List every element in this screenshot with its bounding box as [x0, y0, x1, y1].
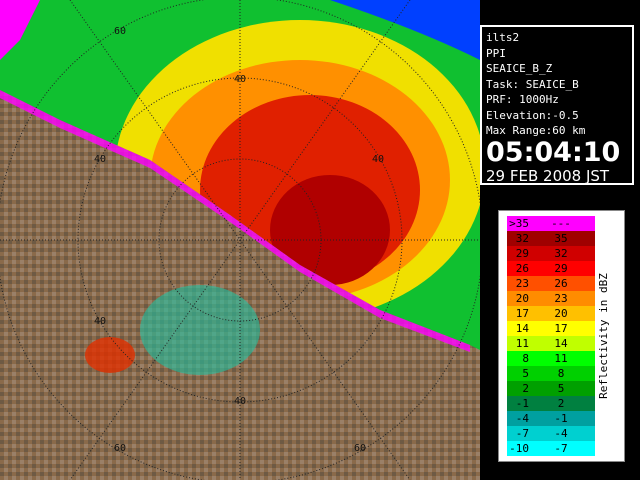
- info-line: Elevation:-0.5: [486, 108, 579, 122]
- legend-low: 8: [522, 352, 529, 365]
- range-label: 40: [372, 154, 384, 165]
- info-line: SEAICE_B_Z: [486, 62, 553, 75]
- legend-low: -7: [516, 427, 529, 440]
- coast-echo: [0, 90, 470, 352]
- legend-low: >35: [509, 217, 529, 230]
- legend-swatch: [507, 276, 595, 291]
- legend-low: -10: [509, 442, 529, 455]
- time: 05:04:10: [486, 136, 621, 168]
- legend-swatch: [507, 441, 595, 456]
- range-label: 60: [114, 443, 126, 454]
- land-echo: [85, 337, 135, 373]
- legend-low: -4: [516, 412, 530, 425]
- legend-high: -1: [554, 412, 567, 425]
- legend-high: 23: [554, 292, 567, 305]
- info-panel: ilts2 PPI SEAICE_B_Z Task: SEAICE_B PRF: 100…: [480, 25, 634, 185]
- legend-high: 35: [554, 232, 567, 245]
- radial: [69, 0, 411, 480]
- legend-high: 29: [554, 262, 567, 275]
- range-label: 60: [354, 443, 366, 454]
- legend-high: 2: [558, 397, 565, 410]
- info-line: PPI: [486, 46, 506, 60]
- legend-graphic: Reflectivity in dBZ >35 --- 32 35 29 32 26 29 23…: [507, 216, 610, 456]
- range-label: 40: [94, 154, 106, 165]
- legend-low: 20: [516, 292, 529, 305]
- echo-core: [270, 175, 390, 285]
- info-line: PRF: 1000Hz: [486, 93, 559, 106]
- legend-swatch: [507, 261, 595, 276]
- outer-echo: [330, 0, 480, 60]
- info-line: Task: SEAICE_B: [486, 77, 579, 91]
- legend-swatch: [507, 426, 595, 441]
- legend-high: ---: [551, 217, 571, 230]
- legend-high: -7: [554, 442, 567, 455]
- legend-high: 20: [554, 307, 567, 320]
- legend-low: 5: [522, 367, 529, 380]
- range-rings: [0, 0, 480, 480]
- legend-low: 14: [516, 322, 530, 335]
- legend-low: 11: [516, 337, 529, 350]
- range-label: 40: [94, 316, 106, 327]
- range-label: 40: [234, 396, 246, 407]
- legend-high: 11: [554, 352, 567, 365]
- legend-swatch: [507, 216, 595, 231]
- legend-swatch: [507, 336, 595, 351]
- legend-high: 5: [558, 382, 565, 395]
- legend-swatch: [507, 396, 595, 411]
- info-line: Max Range:60 km: [486, 124, 586, 137]
- legend-low: 32: [516, 232, 529, 245]
- legend-low: 23: [516, 277, 529, 290]
- legend-low: 26: [516, 262, 529, 275]
- legend-swatch: [507, 291, 595, 306]
- range-label: 40: [234, 74, 246, 85]
- legend-swatch: [507, 246, 595, 261]
- date: 29 FEB 2008 JST: [486, 166, 610, 185]
- legend-swatch: [507, 381, 595, 396]
- legend-swatch: [507, 231, 595, 246]
- legend-high: 26: [554, 277, 567, 290]
- legend-swatch: [507, 351, 595, 366]
- legend-high: 32: [554, 247, 567, 260]
- range-label: 60: [114, 26, 126, 37]
- legend-swatch: [507, 366, 595, 381]
- info-line: ilts2: [486, 31, 520, 44]
- legend-swatch: [507, 411, 595, 426]
- legend-high: 14: [554, 337, 568, 350]
- legend-swatch: [507, 306, 595, 321]
- land-echo: [140, 285, 260, 375]
- legend: Reflectivity in dBZ >35 --- 32 35 29 32 26 29 23…: [498, 210, 625, 462]
- legend-high: 17: [554, 322, 567, 335]
- legend-low: 2: [522, 382, 529, 395]
- legend-swatch: [507, 321, 595, 336]
- legend-low: -1: [516, 397, 529, 410]
- legend-low: 17: [516, 307, 529, 320]
- radar-ppi: 60 40 40 40 40 40 60 60: [0, 0, 480, 480]
- legend-high: 8: [558, 367, 565, 380]
- legend-high: -4: [554, 427, 568, 440]
- legend-low: 29: [516, 247, 529, 260]
- echo-strong: [0, 0, 40, 60]
- legend-title: Reflectivity in dBZ: [597, 273, 610, 399]
